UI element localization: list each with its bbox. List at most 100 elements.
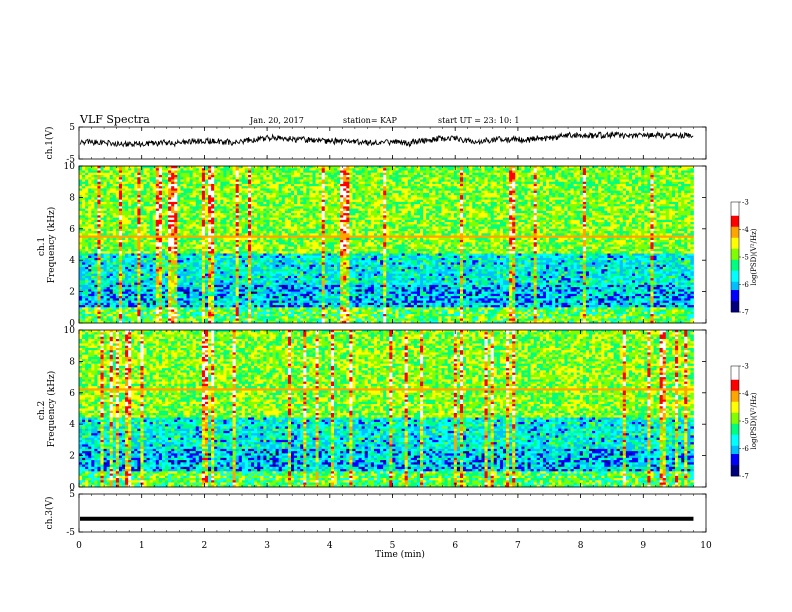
ch1-spectrogram-cell <box>260 319 263 322</box>
ch1-spectrogram-cell <box>113 303 116 306</box>
ch1-spectrogram-cell <box>180 247 183 250</box>
ch1-spectrogram-cell <box>180 177 183 180</box>
ch1-spectrogram-cell <box>220 224 223 227</box>
ch1-spectrogram-cell <box>171 200 174 203</box>
ch1-spectrogram-cell <box>236 310 239 313</box>
ch1-spectrogram-cell <box>79 200 82 203</box>
ch1-spectrogram-cell <box>137 224 140 227</box>
ch1-spectrogram-cell <box>230 168 233 171</box>
ch1-spectrogram-cell <box>199 247 202 250</box>
ch1-spectrogram-cell <box>183 278 186 281</box>
ch1-spectrogram-cell <box>122 184 125 187</box>
header-start-time: start UT = 23: 10: 1 <box>438 116 519 125</box>
ch1-spectrogram-cell <box>291 247 294 250</box>
ch1-spectrogram-cell <box>162 184 165 187</box>
ch1-spectrogram-cell <box>94 247 97 250</box>
ch1-spectrogram-cell <box>202 215 205 218</box>
ch1-spectrogram-cell <box>202 193 205 196</box>
ch1-spectrogram-cell <box>107 224 110 227</box>
ch1-spectrogram-cell <box>291 215 294 218</box>
ch1-spectrogram-cell <box>226 224 229 227</box>
ch1-spectrogram-cell <box>159 294 162 297</box>
ch1-spectrogram-cell <box>193 262 196 265</box>
ch1-spectrogram-cell <box>220 193 223 196</box>
ch1-spectrogram-cell <box>202 168 205 171</box>
ch1-spectrogram-cell <box>199 240 202 243</box>
ch1-spectrogram-cell <box>208 240 211 243</box>
ch1-spectrogram-cell <box>214 319 217 322</box>
ch1-spectrogram-cell <box>260 303 263 306</box>
ch1-spectrogram-cell <box>113 247 116 250</box>
ch1-spectrogram-cell <box>254 193 257 196</box>
ch1-spectrogram-cell <box>122 287 125 290</box>
ch1-spectrogram-cell <box>122 303 125 306</box>
ch1-spectrogram-cell <box>144 215 147 218</box>
ch1-spectrogram-cell <box>279 271 282 274</box>
ch1-spectrogram-cell <box>230 256 233 259</box>
ch1-spectrogram-cell <box>230 262 233 265</box>
ch1-spectrogram-cell <box>137 240 140 243</box>
ch1-spectrogram-cell <box>205 177 208 180</box>
ch1-spectrogram-cell <box>211 200 214 203</box>
ch1-spectrogram-cell <box>134 168 137 171</box>
ch1-spectrogram-cell <box>125 184 128 187</box>
ch1-spectrogram-cell <box>230 215 233 218</box>
ch1-spectrogram-cell <box>211 168 214 171</box>
ch1-spectrogram-cell <box>150 240 153 243</box>
ch1-spectrogram-cell <box>85 231 88 234</box>
ch1-spectrogram-cell <box>116 240 119 243</box>
ch1-spectrogram-cell <box>180 294 183 297</box>
ch1-spectrogram-cell <box>180 184 183 187</box>
ch1-spectrogram-cell <box>190 303 193 306</box>
ch1-spectrogram-cell <box>94 287 97 290</box>
ch1-spectrogram-cell <box>217 319 220 322</box>
ch1-spectrogram-cell <box>220 231 223 234</box>
ch1-spectrogram-cell <box>91 319 94 322</box>
ch1-spectrogram-cell <box>156 215 159 218</box>
ch1-spectrogram-cell <box>205 278 208 281</box>
ch1-spectrogram-cell <box>125 168 128 171</box>
ch1-spectrogram-cell <box>214 294 217 297</box>
ch1-spectrogram-cell <box>279 319 282 322</box>
ch1-spectrogram-cell <box>217 294 220 297</box>
ch1-spectrogram-cell <box>91 303 94 306</box>
ch1-spectrogram-cell <box>174 262 177 265</box>
ch1-spectrogram-cell <box>242 271 245 274</box>
ch1-spectrogram-cell <box>245 215 248 218</box>
ch1-spectrogram-cell <box>140 256 143 259</box>
ch1-spectrogram-cell <box>153 294 156 297</box>
ch1-spectrogram-cell <box>156 287 159 290</box>
ch1-spectrogram-cell <box>242 294 245 297</box>
ch1-spectrogram-cell <box>82 262 85 265</box>
ch1-spectrogram-cell <box>263 215 266 218</box>
ch1-spectrogram-cell <box>257 247 260 250</box>
ch1-spectrogram-cell <box>205 184 208 187</box>
ch1-spectrogram-cell <box>177 240 180 243</box>
ch1-spectrogram-cell <box>254 278 257 281</box>
ch1-spectrogram-cell <box>134 200 137 203</box>
ch1-spectrogram-cell <box>245 193 248 196</box>
ch1-spectrogram-cell <box>269 247 272 250</box>
ch1-spectrogram-cell <box>97 177 100 180</box>
ch1-spectrogram-cell <box>230 184 233 187</box>
ch1-spectrogram-cell <box>187 271 190 274</box>
ch1-spectrogram-cell <box>279 262 282 265</box>
ch1-spectrogram-cell <box>110 193 113 196</box>
ch1-spectrogram-cell <box>97 193 100 196</box>
ch1-spectrogram-cell <box>97 247 100 250</box>
ch1-spectrogram-cell <box>205 247 208 250</box>
ch1-spectrogram-cell <box>140 287 143 290</box>
ch1-spectrogram-cell <box>134 319 137 322</box>
ch1-spectrogram-cell <box>153 287 156 290</box>
ch1-spectrogram-cell <box>282 168 285 171</box>
ch1-spectrogram-cell <box>110 303 113 306</box>
ch1-spectrogram-cell <box>220 310 223 313</box>
ch1-spectrogram-cell <box>79 247 82 250</box>
ch1-spectrogram-cell <box>101 247 104 250</box>
ch1-spectrogram-cell <box>177 262 180 265</box>
ch1-spectrogram-cell <box>230 271 233 274</box>
ch1-spectrogram-cell <box>196 240 199 243</box>
ch1-spectrogram-cell <box>190 310 193 313</box>
ch1-spectrogram-cell <box>156 256 159 259</box>
ch1-spectrogram-cell <box>226 240 229 243</box>
